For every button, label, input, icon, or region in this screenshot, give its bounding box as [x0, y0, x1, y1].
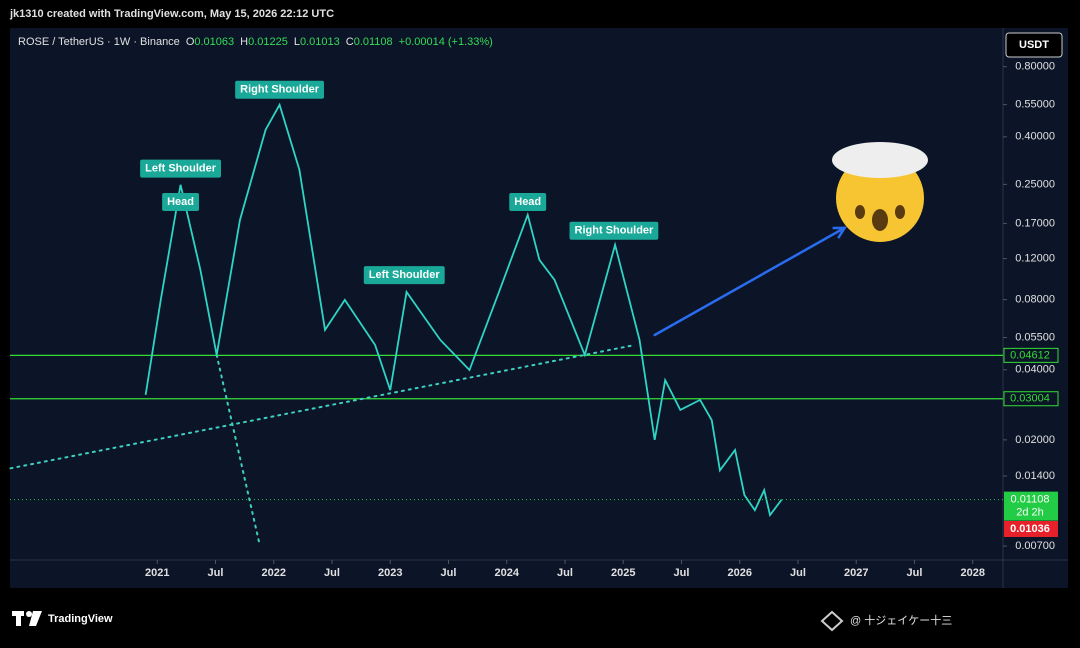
y-tick-label: 0.25000	[1015, 178, 1055, 190]
brand-logo	[12, 611, 42, 626]
emoji-eye	[895, 205, 905, 219]
x-tick-label: 2021	[145, 567, 169, 579]
emoji-face	[836, 154, 924, 242]
y-tick-label: 0.40000	[1015, 131, 1055, 143]
price-line	[144, 102, 783, 518]
annotation-label: Head	[514, 196, 541, 208]
legend-text: 0.01013	[300, 36, 340, 48]
plot	[9, 102, 1059, 547]
annotation-box	[235, 80, 324, 99]
annotation-label: Head	[167, 196, 194, 208]
legend-text: L	[294, 36, 300, 48]
x-tick-label: Jul	[907, 567, 923, 579]
x-tick-label: 2024	[494, 567, 519, 579]
y-tick-label: 0.08000	[1015, 294, 1055, 306]
level-tag	[1003, 391, 1059, 407]
y-tick-label: 0.04000	[1015, 364, 1055, 376]
annotation-box	[140, 159, 222, 178]
currency: USDT	[1019, 39, 1049, 51]
y-tick-label: 0.02000	[1015, 434, 1055, 446]
low-label: 0.01036	[1010, 523, 1050, 535]
arrow-head	[832, 226, 847, 239]
x-tick-label: 2027	[844, 567, 868, 579]
x-tick-label: 2025	[611, 567, 635, 579]
emoji-cloud	[832, 142, 928, 178]
emoji-eye	[855, 205, 865, 219]
last-price-label: 0.01108	[1011, 494, 1050, 506]
x-tick-label: 2028	[960, 567, 984, 579]
y-tick-label: 0.17000	[1015, 217, 1055, 229]
emoji-mouth	[872, 209, 888, 231]
level-label: 0.04612	[1010, 349, 1050, 361]
level-tag	[1003, 347, 1059, 363]
annotation-box	[569, 221, 659, 240]
annotation-box	[509, 193, 547, 212]
level-label: 0.03004	[1010, 393, 1050, 405]
trendline	[215, 353, 261, 547]
legend-text: +0.00014 (+1.33%)	[399, 36, 493, 48]
countdown: 2d 2h	[1016, 507, 1044, 519]
brand: TradingView	[48, 613, 113, 625]
annotation-label: Left Shoulder	[145, 163, 217, 175]
legend-text: 0.01108	[354, 36, 393, 48]
y-tick-label: 0.01400	[1015, 470, 1055, 482]
legend-text: C	[346, 36, 354, 48]
x-tick-label: 2022	[262, 567, 286, 579]
chart-panel	[10, 28, 1068, 588]
legend-text: 0.01225	[248, 36, 288, 48]
y-tick-label: 0.12000	[1015, 253, 1055, 265]
legend-text: 0.01063	[194, 36, 234, 48]
legend-text: H	[240, 36, 248, 48]
x-tick-label: 2023	[378, 567, 402, 579]
legend-text: O	[186, 36, 195, 48]
x-tick-label: Jul	[674, 567, 690, 579]
x-tick-label: Jul	[208, 567, 224, 579]
currency-box[interactable]	[1005, 32, 1063, 58]
annotation-box	[162, 193, 200, 212]
x-tick-label: 2026	[727, 567, 751, 579]
author: @ 十ジェイケー十三	[850, 613, 952, 627]
credit: jk1310 created with TradingView.com, May…	[9, 8, 334, 20]
y-tick-label: 0.00700	[1015, 540, 1055, 552]
low-tag	[1004, 521, 1058, 537]
x-tick-label: Jul	[324, 567, 340, 579]
symbol-legend: ROSE / TetherUS · 1W · Binance O0.01063 H0…	[18, 36, 493, 48]
legend-text: ROSE / TetherUS · 1W · Binance	[18, 36, 180, 48]
last-price-tag	[1004, 491, 1058, 521]
trendline	[9, 343, 636, 470]
x-tick-label: Jul	[557, 567, 573, 579]
emoji	[832, 142, 928, 242]
author-icon	[820, 610, 844, 632]
y-tick-label: 0.55000	[1015, 99, 1055, 111]
y-tick-label: 0.05500	[1015, 331, 1055, 343]
annotation-label: Right Shoulder	[575, 225, 655, 237]
annotation-label: Left Shoulder	[369, 269, 441, 281]
trendline	[653, 226, 846, 337]
annotation-label: Right Shoulder	[240, 84, 320, 96]
y-tick-label: 0.80000	[1015, 61, 1055, 73]
annotation-box	[363, 266, 445, 285]
x-tick-label: Jul	[441, 567, 457, 579]
x-tick-label: Jul	[790, 567, 806, 579]
